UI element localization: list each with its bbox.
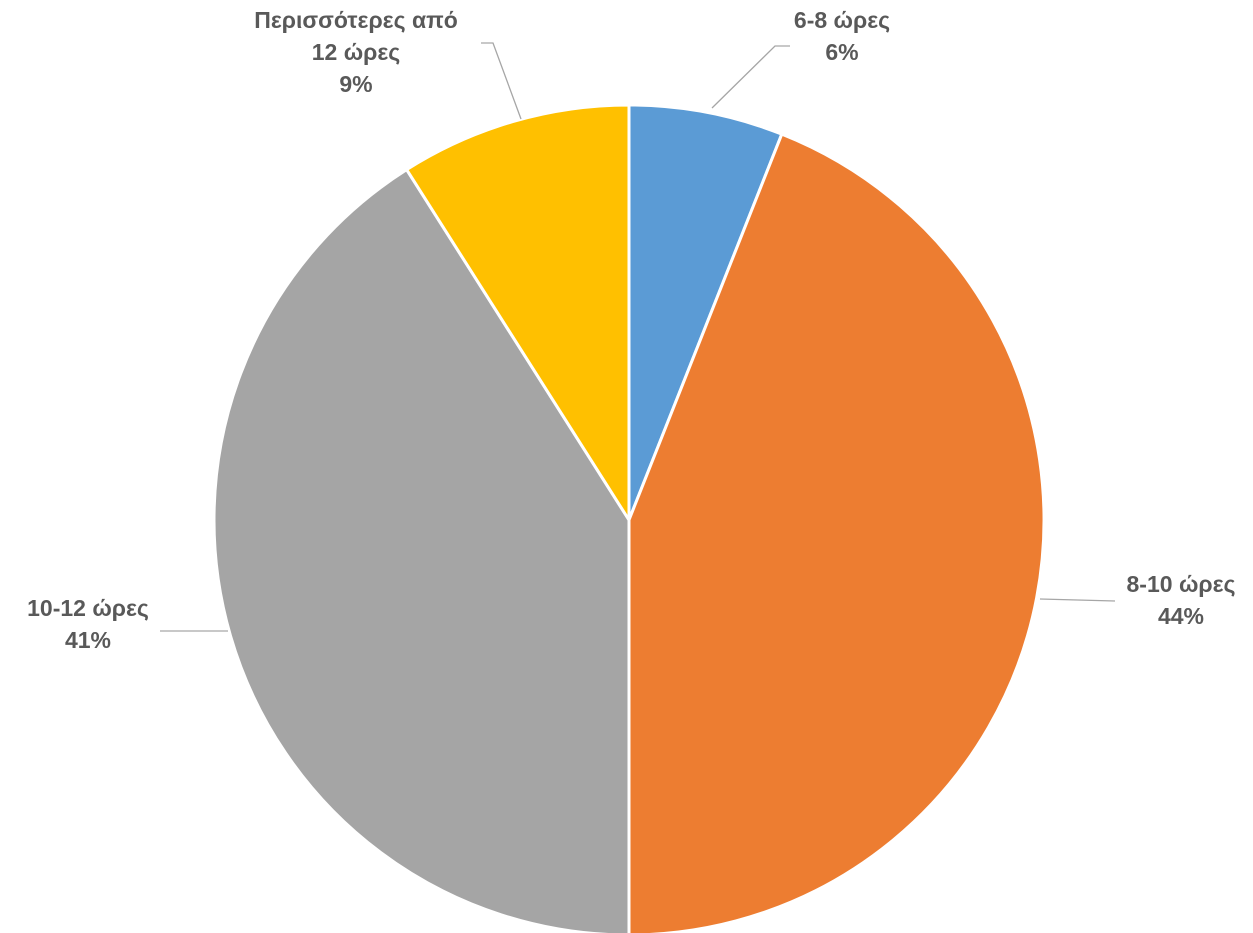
pie-slice-4 — [405, 103, 631, 522]
leader-line-4 — [481, 42, 522, 120]
data-label-3: 10-12 ώρες 41% — [27, 595, 149, 653]
percent-label: 44% — [1158, 603, 1204, 629]
percent-label: 6% — [825, 39, 858, 65]
pie-slices — [212, 103, 1046, 933]
leader-line-2 — [1039, 598, 1116, 602]
category-label: 8-10 ώρες — [1127, 571, 1236, 597]
category-label: 12 ώρες — [312, 39, 401, 65]
percent-label: 41% — [65, 627, 111, 653]
percent-label: 9% — [339, 71, 372, 97]
data-label-1: 6-8 ώρες 6% — [794, 7, 890, 65]
leader-lines — [160, 42, 1116, 632]
pie-slice-1 — [627, 103, 784, 522]
data-labels: 6-8 ώρες 6% 8-10 ώρες 44% 10-12 ώρες 41% Περισ… — [27, 7, 1235, 653]
pie-slice-3 — [212, 168, 631, 933]
data-label-4: Περισσότερες από 12 ώρες 9% — [254, 7, 458, 97]
category-label: Περισσότερες από — [254, 7, 458, 33]
category-label: 10-12 ώρες — [27, 595, 149, 621]
leader-line-1 — [711, 45, 790, 109]
data-label-2: 8-10 ώρες 44% — [1127, 571, 1236, 629]
pie-slice-2 — [627, 132, 1046, 933]
category-label: 6-8 ώρες — [794, 7, 890, 33]
